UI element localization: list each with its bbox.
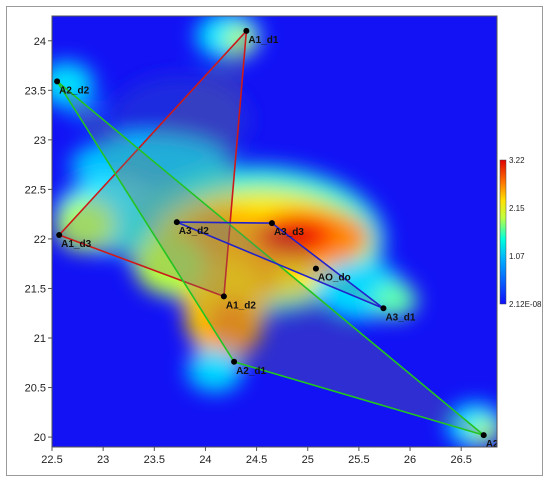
data-point (243, 27, 250, 34)
x-tick-label: 22.5 (41, 454, 62, 466)
x-tick-label: 24 (199, 454, 211, 466)
x-axis: 22.5 23 23.5 24 24.5 25 25.5 26 26.5 (41, 447, 472, 466)
triangle-layer (56, 30, 485, 436)
point-label: A3_d2 (179, 226, 209, 237)
data-point (231, 358, 238, 365)
point-label: AO_do (318, 273, 351, 284)
x-tick-label: 25 (302, 454, 314, 466)
point-label: A2_d1 (236, 366, 266, 377)
data-point (56, 231, 63, 238)
triangle (58, 30, 248, 298)
plot-border (51, 15, 498, 448)
point-layer: A1_d1 A1_d2 A1_d3 A2_d1 A2_d2 A2_d3 A3_d1 A3_d2… (54, 27, 516, 450)
data-point (380, 305, 387, 312)
colorbar-tick-label: 3.22 (509, 156, 525, 165)
data-point (268, 220, 275, 227)
triangle (56, 80, 485, 436)
point-label: A1_d3 (61, 239, 91, 250)
data-point (312, 265, 319, 272)
colorbar-tick-label: 1.07 (509, 252, 525, 261)
y-axis: 20 20.5 21 21.5 22 22.5 23 23.5 24 (25, 36, 52, 444)
heatmap-field (52, 16, 497, 447)
colorbar: 3.22 2.15 1.07 2.12E-08 (499, 156, 542, 309)
y-tick-label: 23 (34, 135, 46, 147)
colorbar-ticks: 3.22 2.15 1.07 2.12E-08 (509, 156, 542, 309)
x-tick-label: 26.5 (450, 454, 471, 466)
triangle (176, 221, 385, 310)
y-tick-label: 22.5 (25, 184, 46, 196)
x-tick-label: 24.5 (246, 454, 267, 466)
point-label: A3_d3 (274, 227, 304, 238)
y-tick-label: 22 (34, 234, 46, 246)
colorbar-gradient (499, 159, 507, 305)
data-point (220, 293, 227, 300)
point-label: A2_d2 (59, 85, 89, 96)
y-tick-label: 21.5 (25, 283, 46, 295)
plot-area: A1_d1 A1_d2 A1_d3 A2_d1 A2_d2 A2_d3 A3_d1 A3_d2… (52, 16, 516, 450)
x-tick-label: 23.5 (144, 454, 165, 466)
y-tick-label: 21 (34, 333, 46, 345)
point-label: A3_d1 (385, 312, 415, 323)
y-tick-label: 20 (34, 432, 46, 444)
point-label: A1_d2 (226, 300, 256, 311)
y-tick-label: 23.5 (25, 85, 46, 97)
point-label: A2_d3 (486, 439, 516, 450)
point-label: A1_d1 (248, 35, 278, 46)
data-point (54, 78, 61, 85)
x-tick-label: 23 (97, 454, 109, 466)
data-point (480, 432, 487, 439)
x-tick-label: 26 (404, 454, 416, 466)
colorbar-tick-label: 2.12E-08 (509, 300, 542, 309)
y-tick-label: 20.5 (25, 383, 46, 395)
y-tick-label: 24 (34, 36, 46, 48)
x-tick-label: 25.5 (348, 454, 369, 466)
colorbar-tick-label: 2.15 (509, 204, 525, 213)
data-point (173, 219, 180, 226)
